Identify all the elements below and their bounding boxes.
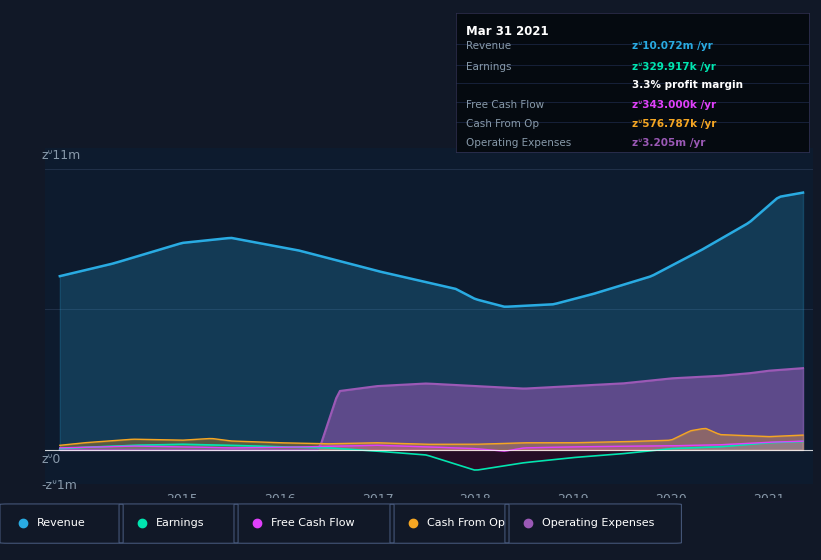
Text: zᐡ11m: zᐡ11m [41, 149, 80, 162]
Text: zᐡ3.205m /yr: zᐡ3.205m /yr [632, 138, 705, 148]
Text: Revenue: Revenue [37, 517, 85, 528]
Text: Earnings: Earnings [156, 517, 204, 528]
Text: zᐡ0: zᐡ0 [41, 453, 61, 466]
Text: 3.3% profit margin: 3.3% profit margin [632, 80, 743, 90]
Text: Operating Expenses: Operating Expenses [466, 138, 571, 148]
Text: zᐡ576.787k /yr: zᐡ576.787k /yr [632, 119, 717, 129]
Text: Operating Expenses: Operating Expenses [542, 517, 654, 528]
Text: Earnings: Earnings [466, 62, 511, 72]
Text: Revenue: Revenue [466, 41, 511, 51]
Text: zᐡ343.000k /yr: zᐡ343.000k /yr [632, 100, 716, 110]
Text: Free Cash Flow: Free Cash Flow [466, 100, 544, 110]
Text: zᐡ10.072m /yr: zᐡ10.072m /yr [632, 41, 713, 51]
Text: zᐡ329.917k /yr: zᐡ329.917k /yr [632, 62, 716, 72]
Text: Free Cash Flow: Free Cash Flow [271, 517, 355, 528]
Text: Cash From Op: Cash From Op [466, 119, 539, 129]
Text: Cash From Op: Cash From Op [427, 517, 505, 528]
Text: -zᐡ1m: -zᐡ1m [41, 479, 77, 492]
Text: Mar 31 2021: Mar 31 2021 [466, 25, 549, 38]
